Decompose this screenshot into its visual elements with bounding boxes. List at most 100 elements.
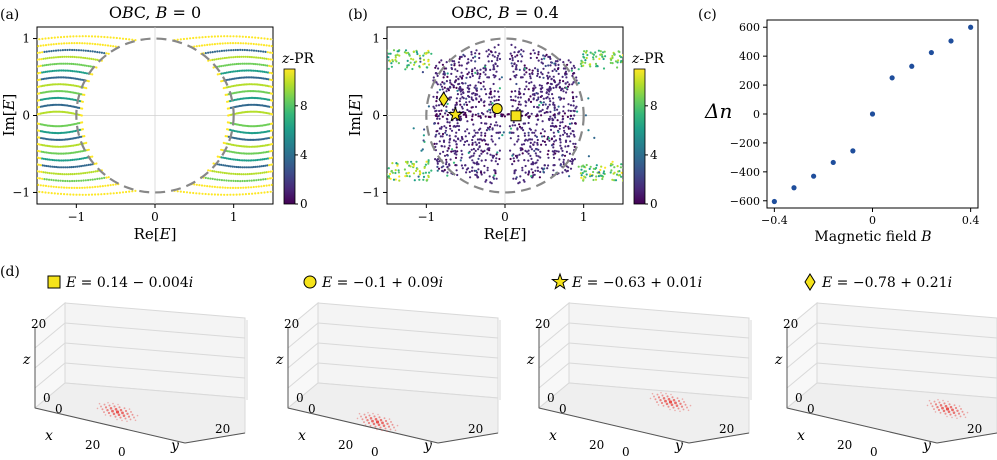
a-point [276, 149, 278, 151]
a-point [62, 152, 65, 155]
b-point [397, 50, 400, 53]
a-point [125, 37, 128, 41]
b-point [552, 146, 555, 149]
panel-c-ylabel: Δn [704, 99, 732, 123]
a-point [276, 53, 278, 55]
b-point [564, 140, 568, 143]
b-point [521, 169, 524, 172]
b-point [491, 102, 494, 105]
z-axis-label: z [774, 352, 783, 368]
a-point [226, 35, 229, 38]
b-point [602, 170, 606, 173]
b-point [391, 60, 394, 63]
a-point [44, 37, 47, 40]
a-point [244, 35, 247, 39]
a-point [61, 145, 64, 148]
b-point [544, 55, 547, 58]
b-point [496, 56, 499, 60]
a-point [276, 121, 278, 123]
b-point [592, 58, 595, 61]
a-point [254, 69, 257, 72]
a-point [51, 63, 54, 66]
b-point [495, 70, 498, 73]
a-point [204, 176, 207, 179]
a-point [91, 50, 94, 53]
b-point [394, 56, 397, 59]
a-point [37, 114, 38, 116]
b-point [488, 103, 491, 106]
b-point [493, 46, 496, 49]
panel-b-xlabel: Re[E] [484, 225, 527, 243]
a-point [276, 176, 278, 178]
density-point [933, 400, 936, 403]
a-point [274, 114, 276, 116]
b-point [513, 74, 516, 78]
b-point [445, 133, 448, 136]
b-point [558, 96, 562, 99]
density-point [963, 413, 965, 416]
b-point [457, 138, 460, 141]
b-point [452, 84, 455, 87]
b-point [539, 132, 543, 135]
b-point [461, 107, 464, 110]
density-point [123, 407, 126, 410]
b-point [477, 100, 481, 103]
a-point [34, 156, 36, 158]
density-point [127, 415, 131, 418]
a-point [254, 192, 257, 195]
b-point [462, 91, 465, 94]
a-point [274, 107, 276, 109]
b-point [484, 132, 487, 135]
b-point [490, 135, 493, 138]
a-point [260, 185, 263, 188]
a-point [237, 186, 240, 189]
a-point [46, 171, 49, 174]
b-point [527, 115, 530, 118]
b-point [512, 131, 515, 134]
a-point [227, 63, 230, 66]
y-tick-0: 0 [622, 445, 630, 459]
grid-line [64, 362, 246, 379]
a-point [233, 165, 236, 168]
a-point [222, 156, 225, 159]
a-point [213, 43, 216, 46]
b-point [448, 164, 451, 167]
b-point [438, 109, 441, 113]
a-point [276, 128, 278, 130]
density-point [661, 394, 664, 397]
density-point [100, 405, 102, 408]
b-point [474, 84, 477, 87]
b-point [474, 131, 477, 134]
a-point [84, 171, 87, 175]
a-point [54, 172, 58, 175]
a-point [243, 179, 246, 183]
a-point [256, 69, 259, 73]
a-point [86, 186, 89, 189]
a-point [46, 158, 49, 161]
a-point [62, 62, 65, 65]
a-point [51, 158, 54, 162]
b-point [478, 52, 481, 55]
a-point [77, 179, 80, 182]
a-point [39, 164, 42, 167]
b-point [491, 54, 494, 57]
b-point [600, 165, 603, 168]
a-point [37, 65, 40, 68]
a-point [37, 51, 39, 54]
density-point [124, 409, 128, 413]
a-point [266, 177, 269, 180]
a-point [48, 145, 51, 148]
b-point [435, 113, 438, 116]
a-point [70, 84, 73, 87]
b-point [443, 82, 446, 85]
b-point [589, 65, 592, 68]
b-point [570, 67, 574, 70]
a-point [41, 191, 44, 194]
a-point [241, 193, 244, 196]
a-point [226, 42, 229, 45]
b-point [600, 174, 604, 177]
b-point [585, 49, 588, 53]
a-point [276, 94, 278, 96]
a-point [236, 173, 239, 176]
